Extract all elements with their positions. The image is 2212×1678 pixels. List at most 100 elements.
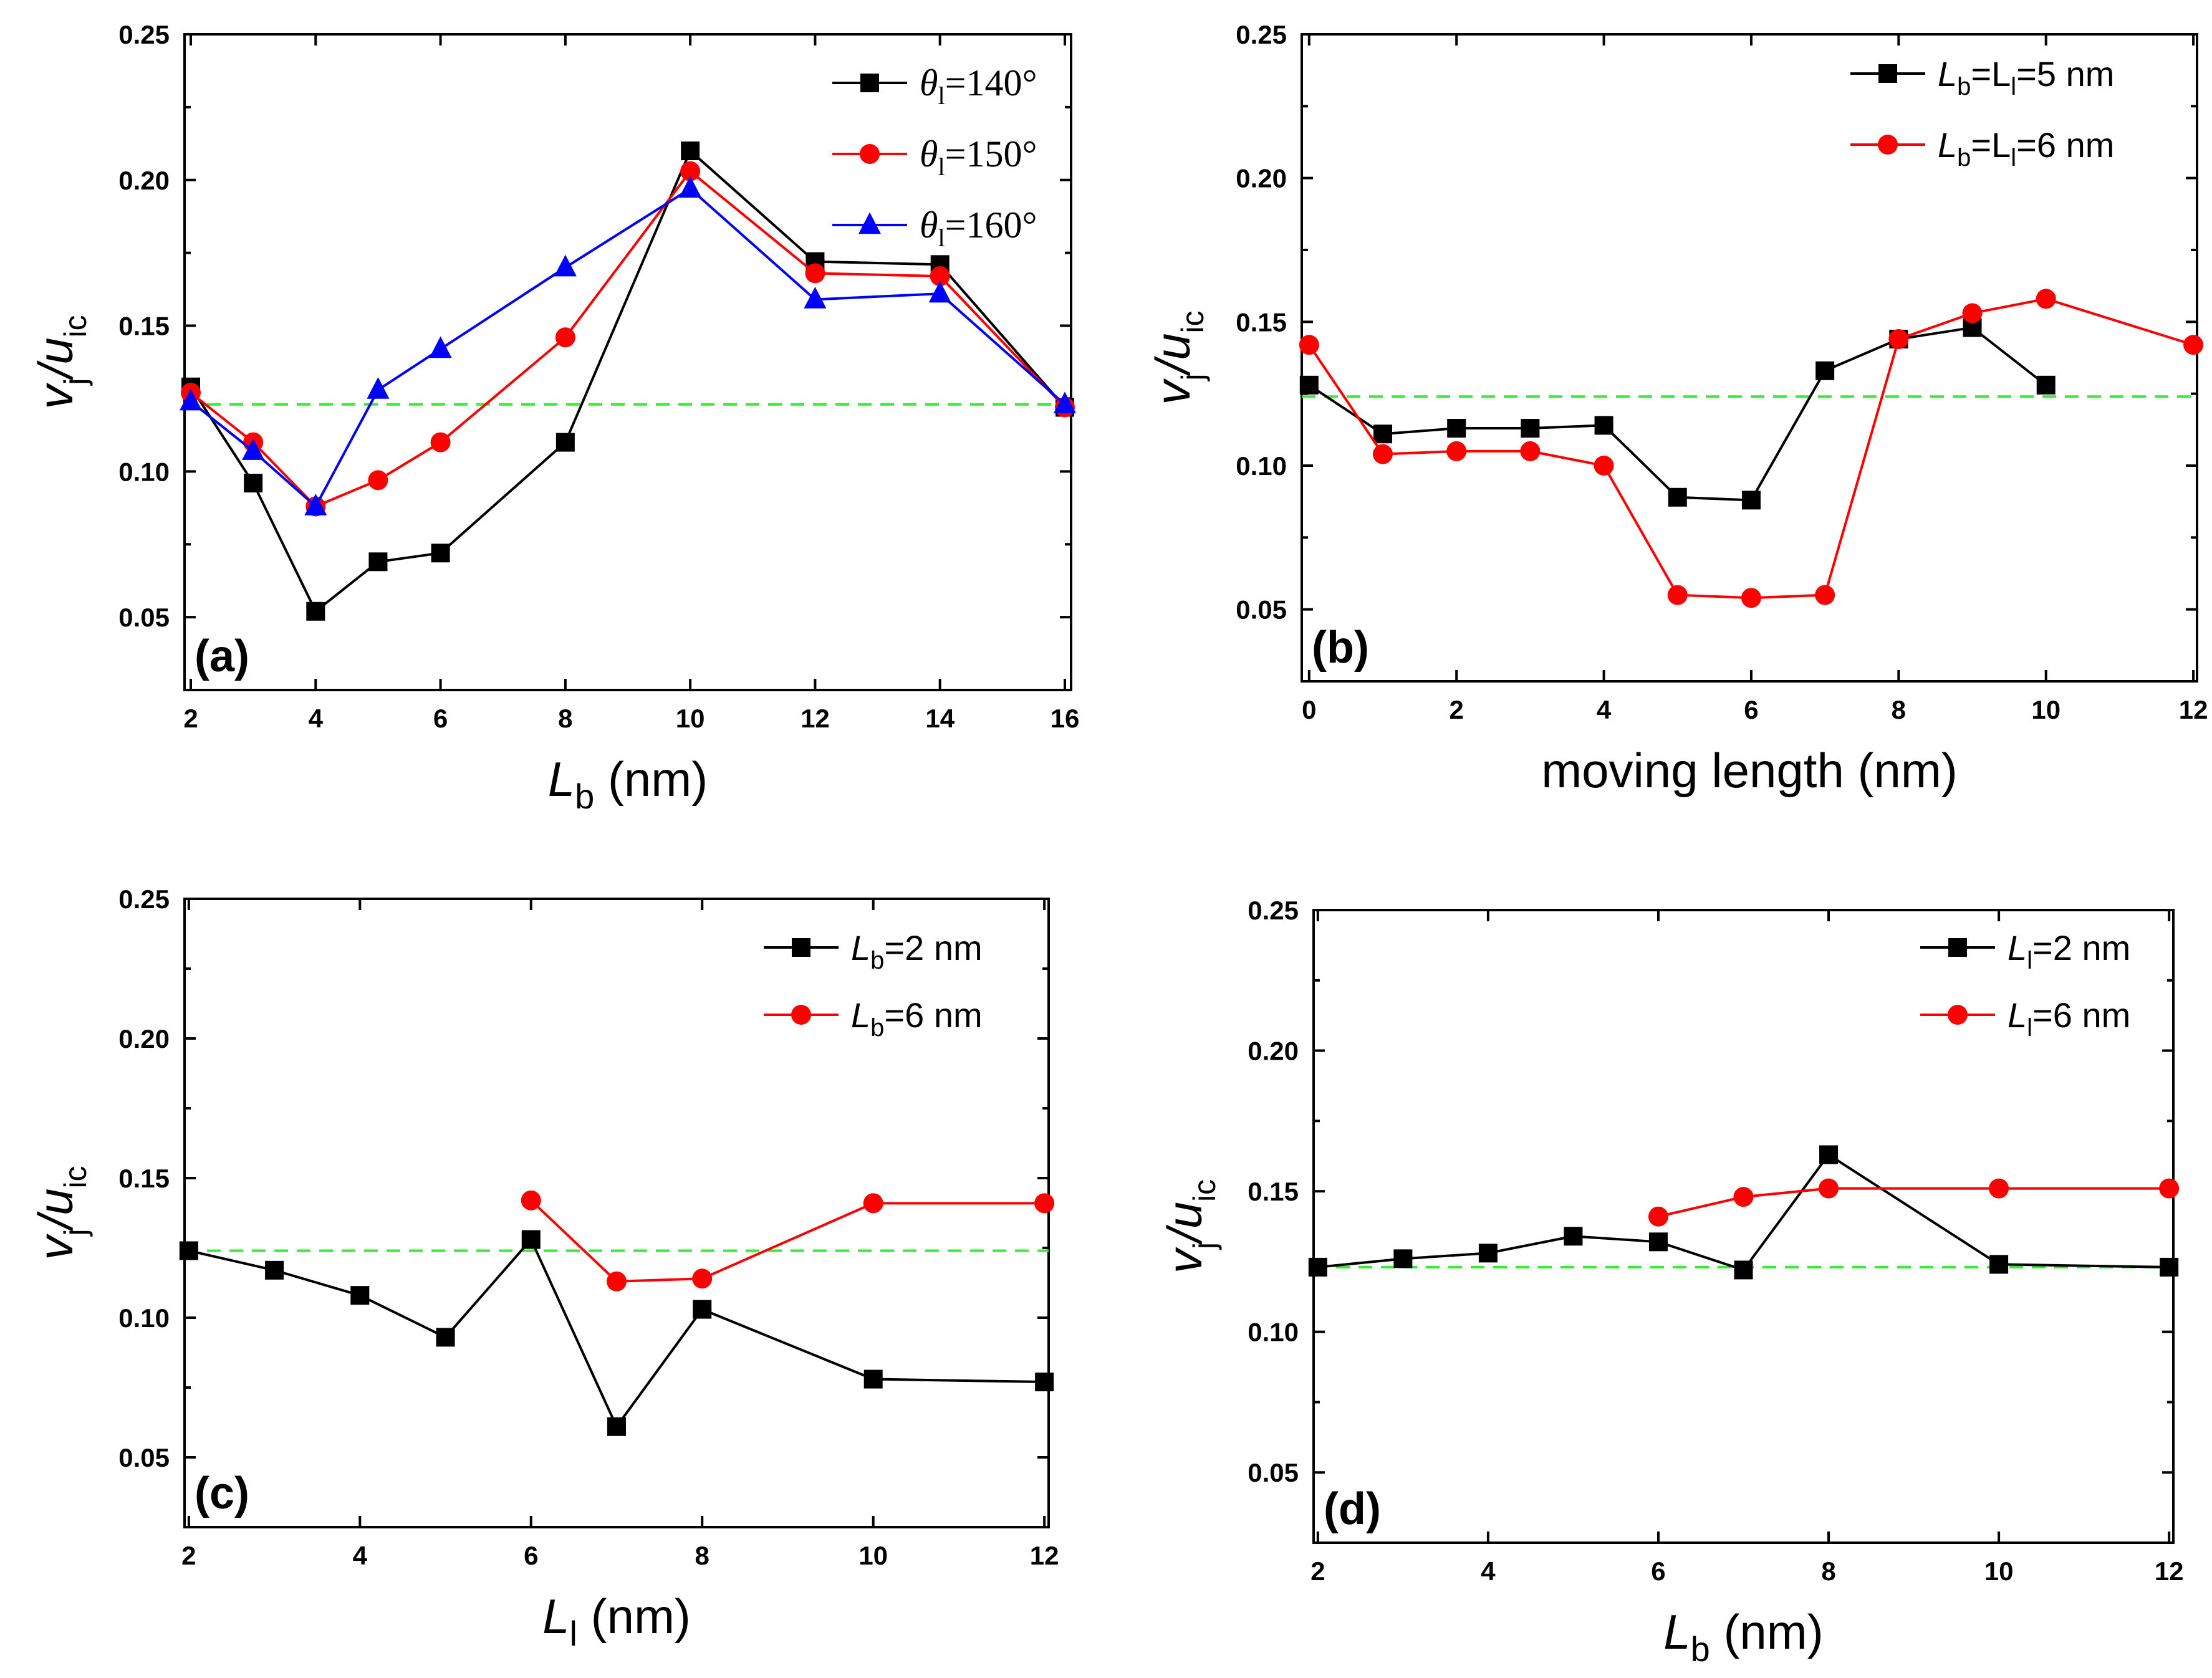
x-tick-label: 12 bbox=[801, 704, 830, 733]
series-0-point bbox=[693, 1300, 712, 1319]
series-1-point bbox=[692, 1268, 713, 1289]
y-tick-label: 0.15 bbox=[118, 1164, 170, 1193]
panel-label: (c) bbox=[195, 1469, 249, 1518]
y-tick-label: 0.20 bbox=[118, 1024, 170, 1053]
series-0-point bbox=[1521, 419, 1540, 438]
legend-marker bbox=[1948, 938, 1967, 957]
series-1-point bbox=[521, 1190, 541, 1211]
y-tick-label: 0.10 bbox=[1248, 1318, 1299, 1347]
panel-d: 0.05 0.10 0.15 0.20 0.25 2 4 6 8 10 12 Lb (nm) vj/ui… bbox=[1157, 896, 2184, 1669]
panel-label: (a) bbox=[195, 631, 249, 681]
y-axis-title: vj/uic bbox=[28, 1166, 93, 1260]
series-0-point bbox=[436, 1328, 455, 1347]
x-tick-label: 10 bbox=[2031, 695, 2061, 724]
series-1-point bbox=[930, 266, 950, 287]
x-tick-label: 8 bbox=[558, 704, 572, 733]
series-0-point bbox=[431, 544, 450, 563]
y-axis-title: vj/uic bbox=[1157, 1179, 1222, 1273]
series-1-line bbox=[530, 1199, 1045, 1283]
y-tick-label: 0.20 bbox=[118, 166, 170, 195]
y-tick-label: 0.25 bbox=[118, 885, 170, 914]
x-tick-label: 2 bbox=[183, 704, 198, 733]
y-tick-label: 0.15 bbox=[1248, 1177, 1299, 1206]
panel-b: 0.05 0.10 0.15 0.20 0.25 0 2 4 6 8 10 12 moving leng… bbox=[1145, 20, 2208, 798]
series-0-point bbox=[1447, 419, 1466, 438]
series-0-point bbox=[1373, 424, 1393, 444]
series-2-point bbox=[180, 388, 203, 411]
x-tick-label: 16 bbox=[1051, 704, 1080, 733]
x-tick-label: 4 bbox=[353, 1541, 368, 1570]
series-0-point bbox=[350, 1286, 370, 1305]
series-0-point bbox=[1299, 375, 1319, 395]
y-tick-label: 0.20 bbox=[1248, 1037, 1299, 1066]
y-tick-label: 0.20 bbox=[1236, 164, 1287, 193]
y-tick-label: 0.10 bbox=[118, 457, 170, 486]
series-0-point bbox=[607, 1417, 626, 1436]
series-1-point bbox=[1520, 441, 1541, 461]
series-0-point bbox=[555, 433, 575, 452]
series-0-point bbox=[244, 474, 263, 493]
x-tick-label: 8 bbox=[1892, 695, 1906, 724]
series-1-point bbox=[2183, 335, 2204, 355]
legend-marker bbox=[860, 74, 879, 92]
series-1-point bbox=[1733, 1187, 1754, 1207]
y-tick-label: 0.05 bbox=[1236, 595, 1287, 625]
series-0-point bbox=[265, 1260, 284, 1280]
series-0-line bbox=[1308, 326, 2047, 502]
legend-marker bbox=[858, 212, 881, 234]
legend-label: θl=150° bbox=[920, 133, 1037, 181]
x-tick-label: 14 bbox=[925, 704, 955, 733]
series-0-point bbox=[1741, 491, 1761, 510]
legend-marker bbox=[1878, 64, 1897, 83]
series-0-point bbox=[1308, 1257, 1327, 1277]
x-tick-label: 12 bbox=[1030, 1541, 1059, 1570]
y-tick-label: 0.05 bbox=[118, 1443, 170, 1472]
series-1-point bbox=[1888, 329, 1909, 350]
series-2-point bbox=[554, 254, 577, 277]
x-axis-title: moving length (nm) bbox=[1541, 743, 1958, 798]
legend-label: Lb=6 nm bbox=[851, 995, 983, 1042]
series-0-point bbox=[1564, 1227, 1583, 1246]
x-tick-label: 6 bbox=[1651, 1556, 1665, 1586]
plot-frame bbox=[1301, 33, 2198, 683]
series-1-point bbox=[430, 432, 451, 453]
series-0-point bbox=[1734, 1260, 1753, 1280]
x-axis-title: Lb (nm) bbox=[548, 752, 708, 816]
series-1-point bbox=[607, 1271, 627, 1292]
x-tick-label: 2 bbox=[1450, 695, 1464, 724]
y-tick-label: 0.05 bbox=[1248, 1458, 1299, 1487]
y-axis-title: vj/uic bbox=[28, 315, 93, 409]
x-tick-label: 10 bbox=[858, 1541, 888, 1570]
series-0-point bbox=[1393, 1249, 1413, 1268]
plot-frame bbox=[183, 33, 1072, 691]
x-axis-title: Lb (nm) bbox=[1663, 1604, 1824, 1669]
series-1-point bbox=[1667, 585, 1688, 605]
series-1-point bbox=[680, 161, 701, 181]
legend-marker bbox=[860, 144, 880, 164]
legend-label: Lb=Ll=5 nm bbox=[1938, 54, 2114, 100]
series-1-point bbox=[2159, 1178, 2180, 1199]
series-1-point bbox=[1819, 1178, 1839, 1199]
series-1-point bbox=[805, 263, 825, 284]
series-2-point bbox=[367, 377, 390, 399]
series-2-point bbox=[928, 280, 951, 303]
series-0-line bbox=[188, 1237, 1045, 1429]
legend-marker bbox=[1948, 1005, 1968, 1025]
panel-c: 0.05 0.10 0.15 0.20 0.25 2 4 6 8 10 12 Ll (nm) vj/ui… bbox=[28, 885, 1059, 1653]
series-1-point bbox=[1962, 303, 1983, 324]
plot-frame bbox=[183, 898, 1050, 1528]
x-tick-label: 4 bbox=[1481, 1556, 1496, 1586]
x-tick-label: 0 bbox=[1302, 695, 1316, 724]
series-1-point bbox=[1989, 1178, 2009, 1199]
x-tick-label: 6 bbox=[1744, 695, 1758, 724]
x-tick-label: 6 bbox=[524, 1541, 538, 1570]
legend-label: Lb=Ll=6 nm bbox=[1938, 125, 2114, 171]
series-1-line bbox=[190, 169, 1066, 508]
x-tick-label: 2 bbox=[181, 1541, 196, 1570]
series-1-point bbox=[368, 470, 388, 491]
series-1-point bbox=[2036, 289, 2056, 309]
panel-label: (d) bbox=[1324, 1484, 1381, 1534]
series-0-point bbox=[179, 1241, 198, 1260]
series-0-point bbox=[1035, 1373, 1054, 1392]
